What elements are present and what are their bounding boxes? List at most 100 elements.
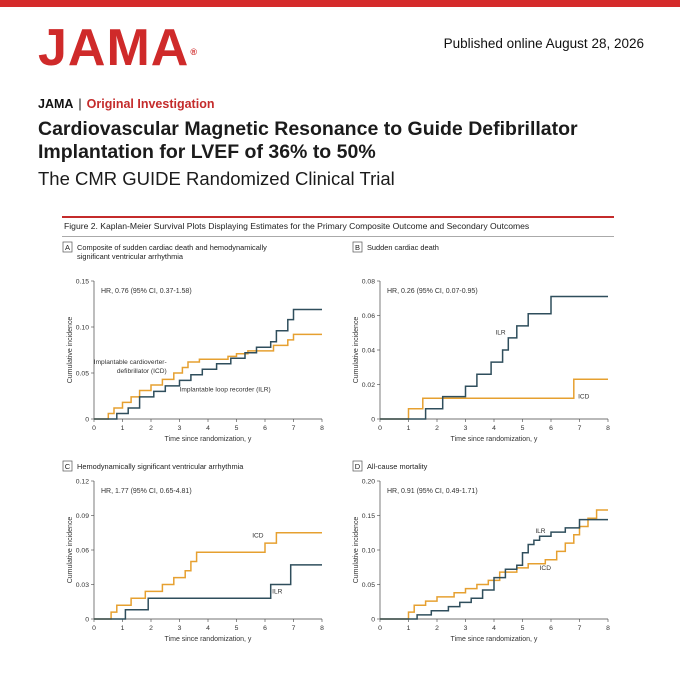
- y-axis-label: Cumulative incidence: [67, 317, 74, 384]
- y-tick-label: 0.20: [362, 479, 375, 486]
- panel-letter: A: [65, 243, 70, 252]
- y-tick-label: 0.12: [76, 479, 89, 486]
- x-tick-label: 5: [235, 425, 239, 432]
- x-tick-label: 6: [549, 625, 553, 632]
- x-tick-label: 4: [492, 625, 496, 632]
- panel-letter-box: [352, 241, 363, 253]
- y-tick-label: 0.09: [76, 513, 89, 520]
- curve-label: ICD: [252, 532, 264, 539]
- y-tick-label: 0: [371, 617, 375, 624]
- x-tick-label: 0: [92, 425, 96, 432]
- curve-label: ILR: [535, 528, 545, 535]
- x-axis-label: Time since randomization, y: [451, 436, 538, 443]
- y-axis-label: Cumulative incidence: [67, 517, 74, 584]
- figure-panels: A Composite of sudden cardiac death and h…: [62, 241, 610, 643]
- curve-label: ILR: [495, 329, 505, 336]
- curve-label: defibrillator (ICD): [117, 368, 167, 375]
- journal-name: JAMA: [38, 97, 74, 111]
- x-tick-label: 1: [407, 625, 411, 632]
- y-tick-label: 0.02: [362, 382, 375, 389]
- x-tick-label: 1: [407, 425, 411, 432]
- x-tick-label: 7: [578, 625, 582, 632]
- y-axis-label: Cumulative incidence: [353, 517, 360, 584]
- y-tick-label: 0.15: [362, 513, 375, 520]
- curve-label: Implantable loop recorder (ILR): [180, 386, 271, 393]
- x-tick-label: 2: [149, 425, 153, 432]
- y-tick-label: 0.10: [362, 548, 375, 555]
- km-curve-ilr: [380, 518, 608, 620]
- panel-letter: C: [65, 462, 71, 471]
- x-tick-label: 8: [606, 625, 610, 632]
- x-tick-label: 4: [206, 425, 210, 432]
- y-tick-label: 0.08: [362, 279, 375, 286]
- km-curve-ilr: [94, 308, 322, 420]
- panel-letter: B: [355, 243, 360, 252]
- top-accent-bar: [0, 0, 680, 7]
- panel-a: A Composite of sudden cardiac death and h…: [62, 241, 324, 443]
- x-tick-label: 7: [292, 625, 296, 632]
- hazard-ratio-text: HR, 0.76 (95% CI, 0.37-1.58): [101, 288, 192, 295]
- x-tick-label: 6: [263, 625, 267, 632]
- figure-2: Figure 2. Kaplan-Meier Survival Plots Di…: [62, 216, 614, 680]
- x-tick-label: 6: [263, 425, 267, 432]
- panel-title: Composite of sudden cardiac death and he…: [77, 243, 267, 252]
- km-curve-icd: [380, 509, 608, 620]
- curve-label: ILR: [272, 589, 282, 596]
- hazard-ratio-text: HR, 0.26 (95% CI, 0.07-0.95): [387, 288, 478, 295]
- x-tick-label: 5: [521, 425, 525, 432]
- panel-title: significant ventricular arrhythmia: [77, 252, 184, 261]
- panel-letter: D: [355, 462, 361, 471]
- panel-b: B Sudden cardiac death 0 0.02 0.04 0.06 0.08 0 1…: [352, 241, 610, 443]
- kicker-separator: |: [78, 97, 82, 111]
- km-curve-icd: [94, 532, 322, 620]
- panel-c: C Hemodynamically significant ventricular…: [62, 460, 324, 643]
- y-tick-label: 0: [85, 617, 89, 624]
- x-tick-label: 4: [206, 625, 210, 632]
- x-tick-label: 7: [578, 425, 582, 432]
- x-tick-label: 4: [492, 425, 496, 432]
- panel-title: Hemodynamically significant ventricular …: [77, 462, 244, 471]
- panel-letter-box: [62, 241, 73, 253]
- curve-label: ICD: [540, 565, 552, 572]
- x-axis-label: Time since randomization, y: [451, 636, 538, 643]
- hazard-ratio-text: HR, 0.91 (95% CI, 0.49-1.71): [387, 488, 478, 495]
- y-tick-label: 0.15: [76, 279, 89, 286]
- km-curve-icd: [94, 333, 322, 420]
- y-tick-label: 0.03: [76, 582, 89, 589]
- x-tick-label: 2: [435, 625, 439, 632]
- x-tick-label: 8: [320, 425, 324, 432]
- y-axis-label: Cumulative incidence: [353, 317, 360, 384]
- km-curve-icd: [380, 378, 608, 420]
- article-kicker: JAMA | Original Investigation: [38, 97, 214, 111]
- x-tick-label: 1: [121, 425, 125, 432]
- x-tick-label: 0: [378, 425, 382, 432]
- x-tick-label: 5: [235, 625, 239, 632]
- article-title: Cardiovascular Magnetic Resonance to Gui…: [38, 118, 578, 163]
- article-subtitle: The CMR GUIDE Randomized Clinical Trial: [38, 168, 395, 189]
- panel-letter-box: [352, 460, 363, 472]
- x-tick-label: 0: [92, 625, 96, 632]
- x-tick-label: 3: [464, 625, 468, 632]
- y-tick-label: 0.05: [76, 371, 89, 378]
- x-tick-label: 8: [606, 425, 610, 432]
- km-curve-ilr: [94, 564, 322, 620]
- km-curve-ilr: [380, 295, 608, 420]
- x-tick-label: 1: [121, 625, 125, 632]
- x-tick-label: 7: [292, 425, 296, 432]
- panel-letter-box: [62, 460, 73, 472]
- y-tick-label: 0: [371, 417, 375, 424]
- journal-logo: JAMA®: [38, 19, 198, 77]
- x-axis-label: Time since randomization, y: [165, 636, 252, 643]
- curve-label: ICD: [578, 393, 590, 400]
- curve-label: Implantable cardioverter-: [94, 359, 167, 366]
- x-tick-label: 3: [178, 625, 182, 632]
- x-tick-label: 2: [435, 425, 439, 432]
- y-tick-label: 0.06: [362, 313, 375, 320]
- panel-d: D All-cause mortality 0 0.05 0.10 0.15 0.20 0 1 2…: [352, 460, 610, 643]
- y-tick-label: 0.04: [362, 348, 375, 355]
- x-tick-label: 3: [178, 425, 182, 432]
- x-tick-label: 2: [149, 625, 153, 632]
- x-axis-label: Time since randomization, y: [165, 436, 252, 443]
- hazard-ratio-text: HR, 1.77 (95% CI, 0.65-4.81): [101, 488, 192, 495]
- y-tick-label: 0.05: [362, 582, 375, 589]
